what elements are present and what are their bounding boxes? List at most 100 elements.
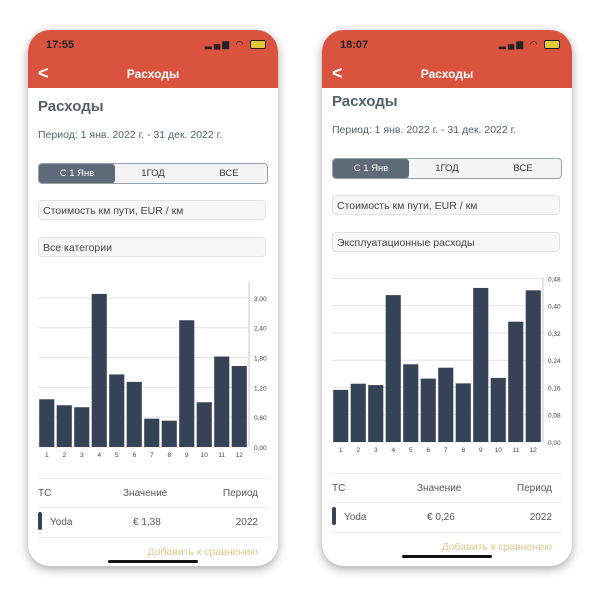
bar bbox=[473, 287, 489, 442]
y-tick-label: 0,48 bbox=[548, 276, 561, 283]
x-tick-label: 11 bbox=[218, 452, 225, 459]
divider bbox=[332, 502, 562, 503]
col-vehicle: ТС bbox=[38, 488, 52, 499]
bar bbox=[490, 377, 506, 442]
bar bbox=[231, 365, 247, 447]
segment-1-year[interactable]: 1ГОД bbox=[435, 163, 459, 174]
x-tick-label: 10 bbox=[495, 447, 503, 454]
battery-icon bbox=[250, 40, 266, 50]
vehicle-name: Yoda bbox=[344, 512, 367, 523]
bar bbox=[196, 402, 212, 447]
divider bbox=[332, 473, 562, 474]
bar bbox=[333, 389, 349, 442]
x-tick-label: 11 bbox=[512, 447, 519, 454]
y-tick-label: 1,80 bbox=[254, 356, 267, 363]
bar bbox=[525, 290, 541, 442]
series-color-swatch bbox=[38, 512, 42, 530]
x-tick-label: 4 bbox=[391, 447, 395, 454]
bar bbox=[126, 381, 142, 447]
y-tick-label: 2,40 bbox=[254, 326, 267, 333]
x-tick-label: 9 bbox=[185, 452, 189, 459]
bar-chart: 0,000,601,201,802,403,001 2 3 4 5 6 7 8 9 10 11 12 bbox=[38, 282, 267, 459]
back-chevron-icon[interactable]: < bbox=[38, 63, 49, 83]
segment-all[interactable]: ВСЕ bbox=[219, 168, 239, 179]
y-tick-label: 0,32 bbox=[548, 331, 561, 338]
col-value: Значение bbox=[123, 488, 168, 499]
bar bbox=[91, 293, 107, 447]
x-tick-label: 2 bbox=[62, 452, 66, 459]
nav-header: 18:07 ▂▄▆ ◠ < Расходы bbox=[322, 30, 572, 88]
y-tick-label: 0,00 bbox=[548, 440, 561, 447]
nav-header: 17:55 ▂▄▆ ◠ < Расходы bbox=[28, 30, 278, 88]
add-to-comparison-link[interactable]: Добавить к сравнению bbox=[441, 541, 552, 553]
x-tick-label: 12 bbox=[236, 452, 244, 459]
bar bbox=[179, 320, 195, 447]
y-tick-label: 0,16 bbox=[548, 385, 561, 392]
status-time: 17:55 bbox=[46, 39, 75, 51]
x-tick-label: 5 bbox=[115, 452, 119, 459]
phone-screen-right: 18:07 ▂▄▆ ◠ < Расходы Расходы Период: 1 … bbox=[322, 30, 572, 566]
series-color-swatch bbox=[332, 507, 336, 525]
segment-1-year[interactable]: 1ГОД bbox=[141, 168, 165, 179]
page-title: Расходы bbox=[38, 98, 104, 115]
y-tick-label: 0,24 bbox=[548, 358, 561, 365]
bar bbox=[508, 321, 524, 442]
bar bbox=[455, 383, 471, 442]
x-tick-label: 1 bbox=[45, 452, 49, 459]
bar bbox=[74, 407, 90, 447]
add-to-comparison-link[interactable]: Добавить к сравнению bbox=[147, 546, 258, 558]
status-icons: ▂▄▆ ◠ bbox=[499, 39, 560, 50]
col-period: Период bbox=[222, 488, 258, 499]
y-tick-label: 0,08 bbox=[548, 413, 561, 420]
home-indicator bbox=[108, 560, 198, 563]
bar bbox=[214, 356, 230, 447]
x-tick-label: 1 bbox=[339, 447, 343, 454]
period-segmented-control: С 1 Янв 1ГОД ВСЕ bbox=[38, 163, 268, 184]
x-tick-label: 9 bbox=[479, 447, 483, 454]
back-chevron-icon[interactable]: < bbox=[332, 63, 343, 83]
category-select[interactable]: Все категории bbox=[38, 237, 266, 257]
y-tick-label: 1,20 bbox=[254, 385, 267, 392]
x-tick-label: 3 bbox=[80, 452, 84, 459]
x-tick-label: 7 bbox=[444, 447, 448, 454]
y-tick-label: 3,00 bbox=[254, 296, 267, 303]
divider bbox=[38, 478, 268, 479]
period: 2022 bbox=[235, 517, 258, 528]
status-time: 18:07 bbox=[340, 39, 369, 51]
x-tick-label: 7 bbox=[150, 452, 154, 459]
segment-all[interactable]: ВСЕ bbox=[513, 163, 533, 174]
status-icons: ▂▄▆ ◠ bbox=[205, 39, 266, 50]
period: 2022 bbox=[529, 512, 552, 523]
y-tick-label: 0,00 bbox=[254, 445, 267, 452]
x-tick-label: 3 bbox=[374, 447, 378, 454]
vehicle-name: Yoda bbox=[50, 517, 73, 528]
x-tick-label: 12 bbox=[530, 447, 538, 454]
bar bbox=[39, 399, 55, 447]
x-tick-label: 6 bbox=[132, 452, 136, 459]
segment-since-jan[interactable]: С 1 Янв bbox=[333, 159, 409, 178]
category-select[interactable]: Эксплуатационные расходы bbox=[332, 232, 560, 252]
x-tick-label: 8 bbox=[461, 447, 465, 454]
y-tick-label: 0,60 bbox=[254, 415, 267, 422]
bar bbox=[438, 367, 454, 442]
bar bbox=[109, 374, 125, 447]
nav-title: Расходы bbox=[126, 67, 180, 81]
x-tick-label: 6 bbox=[426, 447, 430, 454]
nav-title: Расходы bbox=[420, 67, 474, 81]
metric-select[interactable]: Стоимость км пути, EUR / км bbox=[38, 200, 266, 220]
x-tick-label: 4 bbox=[97, 452, 101, 459]
col-value: Значение bbox=[417, 483, 462, 494]
divider bbox=[332, 532, 562, 533]
bar bbox=[420, 378, 436, 442]
segment-since-jan[interactable]: С 1 Янв bbox=[39, 164, 115, 183]
divider bbox=[38, 507, 268, 508]
page-title: Расходы bbox=[332, 93, 398, 110]
bar bbox=[350, 383, 366, 442]
metric-select[interactable]: Стоимость км пути, EUR / км bbox=[332, 195, 560, 215]
period-label: Период: 1 янв. 2022 г. - 31 дек. 2022 г. bbox=[38, 129, 223, 141]
bar-chart: 0,000,080,160,240,320,400,481 2 3 4 5 6 7 8 9 10 1… bbox=[332, 276, 561, 454]
phone-screen-left: 17:55 ▂▄▆ ◠ < Расходы Расходы Период: 1 … bbox=[28, 30, 278, 566]
bar bbox=[161, 420, 177, 447]
value: € 1,38 bbox=[133, 517, 161, 528]
bar bbox=[144, 418, 160, 447]
